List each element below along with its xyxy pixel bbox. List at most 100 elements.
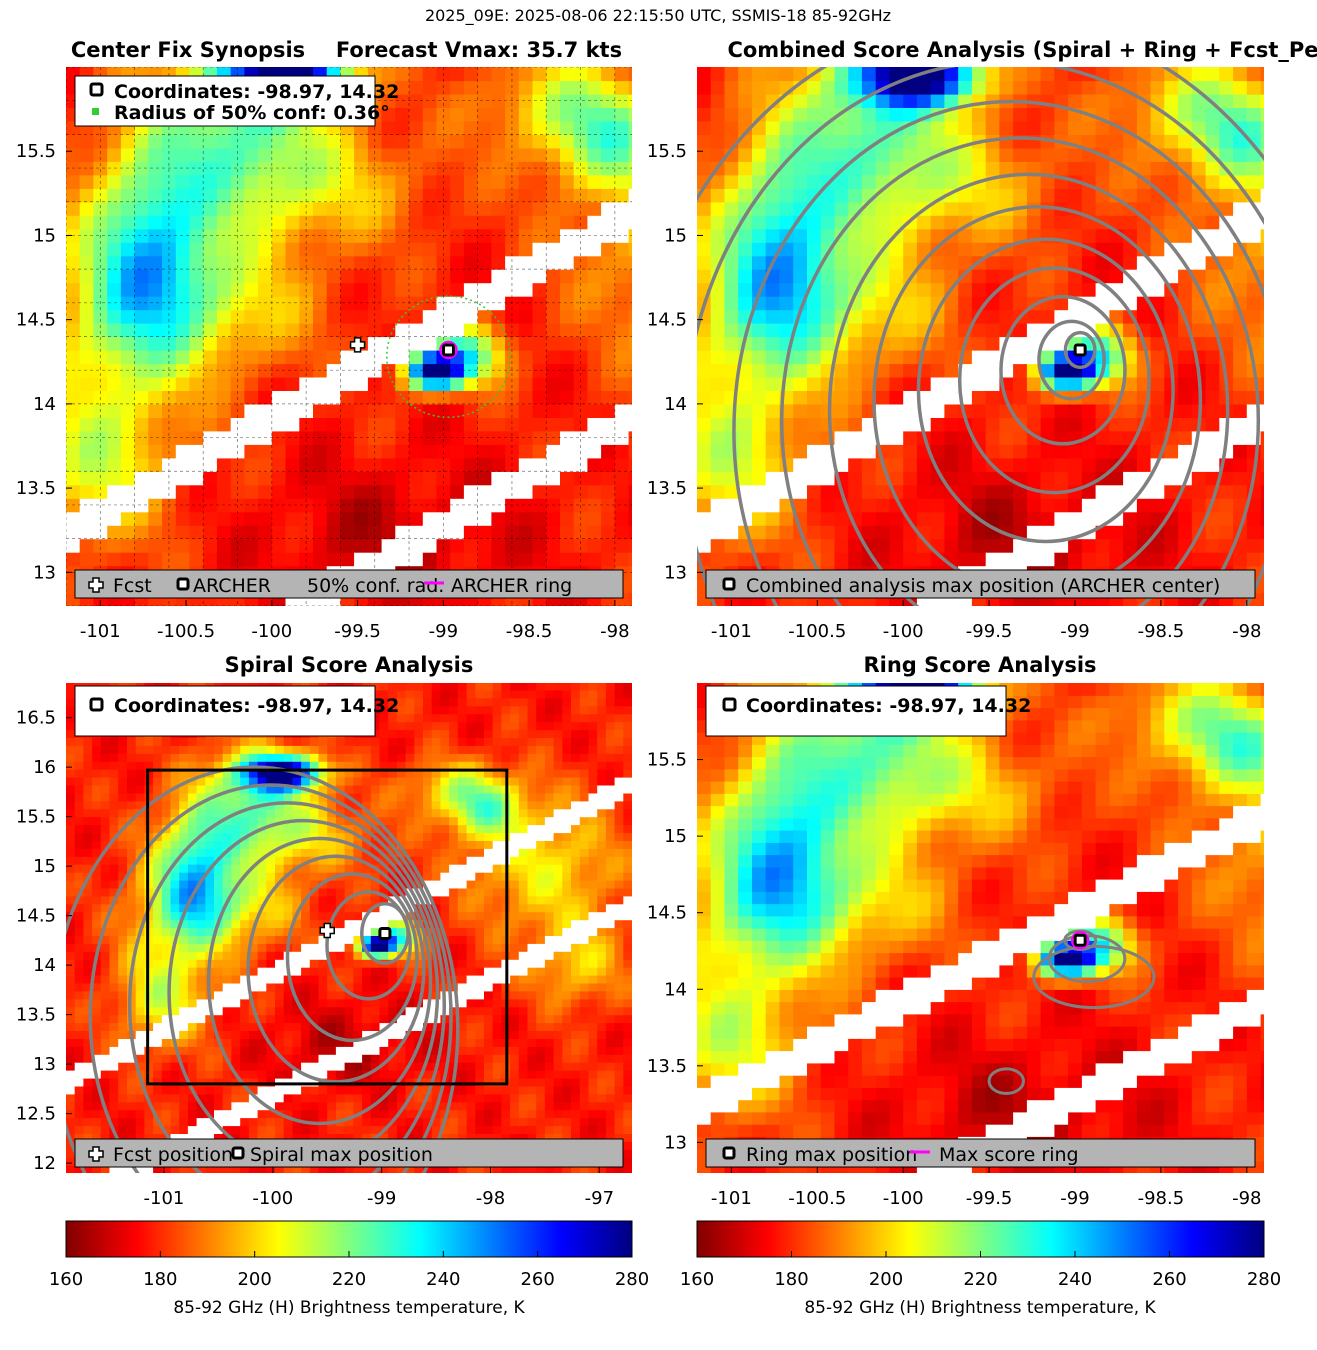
heatmap-cell [1026, 525, 1042, 540]
heatmap-cell [216, 269, 232, 284]
heatmap-cell [100, 975, 111, 984]
heatmap-cell [79, 417, 94, 432]
heatmap-cell [1026, 188, 1042, 203]
heatmap-cell [222, 785, 232, 794]
heatmap-cell [326, 215, 341, 230]
heatmap-cell [100, 777, 111, 786]
heatmap-cell [266, 951, 276, 960]
heatmap-cell [1081, 538, 1097, 553]
heatmap-cell [134, 484, 149, 499]
heatmap-cell [1219, 323, 1234, 338]
heatmap-cell [240, 887, 250, 897]
heatmap-cell [889, 376, 904, 391]
heatmap-cell [765, 403, 780, 418]
heatmap-cell [999, 444, 1014, 459]
heatmap-cell [1095, 120, 1110, 135]
heatmap-cell [1095, 390, 1110, 405]
heatmap-cell [697, 161, 712, 176]
heatmap-cell [697, 403, 712, 418]
heatmap-cell [491, 525, 506, 540]
heatmap-cell [807, 188, 822, 203]
heatmap-cell [1081, 444, 1097, 459]
heatmap-cell [216, 471, 232, 486]
heatmap-cell [118, 1030, 128, 1039]
heatmap-cell [1123, 350, 1138, 365]
heatmap-cell [903, 376, 918, 391]
heatmap-cell [1109, 525, 1124, 540]
heatmap-cell [244, 525, 259, 540]
heatmap-cell [395, 147, 410, 162]
heatmap-cell [175, 174, 191, 189]
heatmap-cell [971, 403, 987, 418]
heatmap-cell [326, 350, 341, 365]
heatmap-cell [205, 1038, 215, 1047]
heatmap-cell [189, 323, 204, 338]
heatmap-cell [266, 1054, 276, 1063]
heatmap-cell [944, 538, 959, 553]
heatmap-cell [409, 525, 424, 540]
heatmap-cell [807, 430, 822, 445]
heatmap-cell [807, 471, 822, 486]
heatmap-cell [477, 511, 492, 526]
heatmap-cell [436, 430, 451, 445]
heatmap-cell [560, 403, 575, 418]
heatmap-cell [120, 457, 136, 472]
heatmap-cell [1164, 134, 1179, 149]
heatmap-cell [109, 982, 119, 992]
heatmap-cell [532, 336, 547, 351]
heatmap-cell [170, 745, 180, 754]
heatmap-cell [422, 525, 438, 540]
heatmap-cell [875, 498, 890, 513]
heatmap-cell [187, 1125, 198, 1134]
heatmap-cell [614, 498, 630, 513]
heatmap-cell [214, 998, 224, 1008]
heatmap-cell [697, 525, 712, 540]
heatmap-cell [546, 147, 561, 162]
heatmap-cell [135, 769, 145, 778]
heatmap-cell [66, 1030, 76, 1039]
heatmap-cell [74, 943, 84, 952]
heatmap-cell [285, 161, 300, 176]
heatmap-cell [614, 188, 630, 203]
heatmap-cell [999, 552, 1014, 567]
heatmap-cell [573, 107, 588, 122]
heatmap-cell [1109, 309, 1124, 324]
heatmap-cell [587, 215, 602, 230]
heatmap-cell [222, 753, 232, 762]
heatmap-cell [74, 919, 84, 929]
heatmap-cell [258, 444, 273, 459]
heatmap-cell [807, 107, 822, 122]
heatmap-cell [161, 1022, 172, 1031]
heatmap-cell [203, 376, 218, 391]
heatmap-cell [148, 511, 163, 526]
heatmap-cell [1109, 430, 1124, 445]
heatmap-cell [724, 215, 739, 230]
heatmap-cell [203, 309, 218, 324]
heatmap-cell [1013, 376, 1028, 391]
heatmap-cell [1246, 67, 1262, 82]
heatmap-cell [477, 296, 492, 311]
heatmap-cell [214, 872, 224, 881]
heatmap-cell [285, 376, 300, 391]
heatmap-cell [244, 215, 259, 230]
heatmap-cell [189, 552, 204, 567]
heatmap-cell [779, 296, 794, 311]
heatmap-cell [422, 269, 438, 284]
heatmap-cell [83, 887, 93, 897]
heatmap-cell [240, 1046, 250, 1055]
heatmap-cell [214, 1046, 224, 1055]
heatmap-cell [463, 282, 479, 297]
heatmap-cell [258, 174, 273, 189]
heatmap-cell [107, 282, 122, 297]
heatmap-cell [257, 808, 267, 818]
heatmap-cell [1233, 93, 1248, 108]
heatmap-cell [135, 903, 145, 913]
heatmap-cell [170, 982, 180, 992]
heatmap-cell [271, 390, 287, 405]
heatmap-cell [179, 1062, 189, 1071]
heatmap-cell [765, 430, 780, 445]
heatmap-cell [1054, 525, 1069, 540]
heatmap-cell [861, 525, 877, 540]
heatmap-cell [463, 552, 479, 567]
heatmap-cell [697, 498, 712, 513]
